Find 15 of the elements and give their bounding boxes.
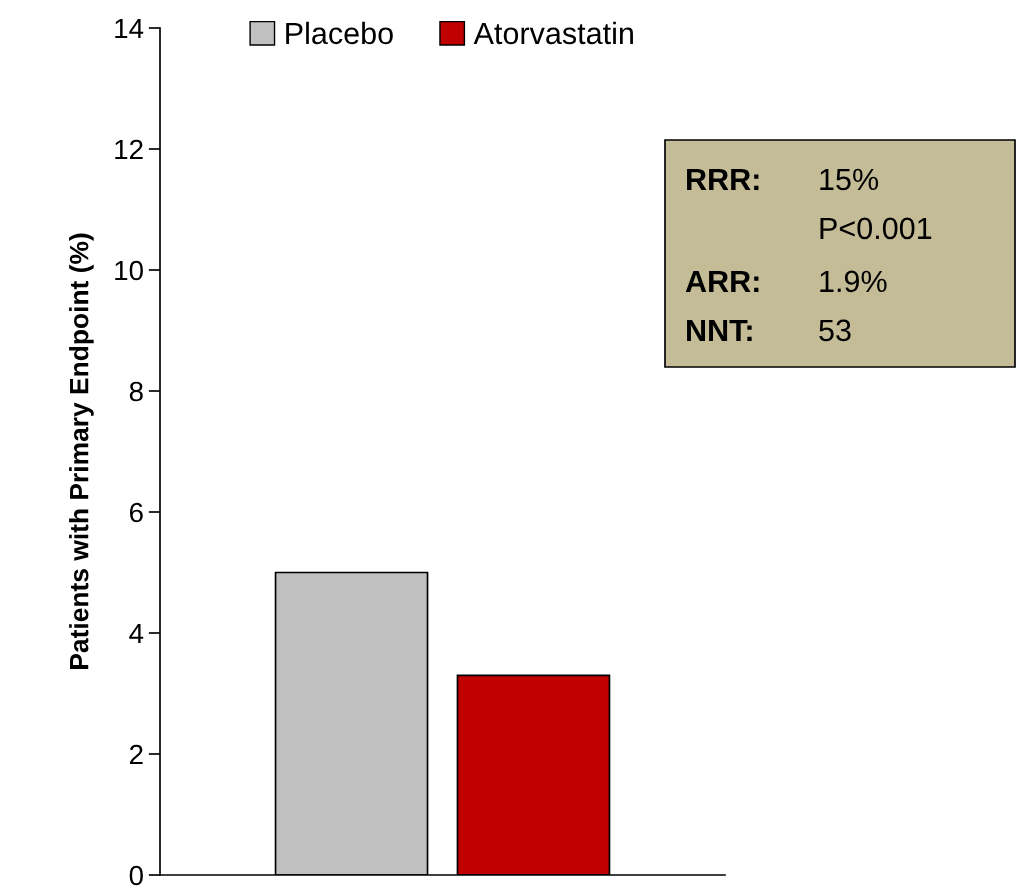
legend-label: Atorvastatin (473, 21, 633, 45)
y-tick-label: 4 (129, 623, 144, 644)
y-tick-label: 0 (129, 865, 143, 886)
text: RRR: 15% (687, 168, 879, 191)
text: P<0.001 (820, 217, 932, 240)
y-axis-title: Patients with Primary Endpoint (%) (69, 233, 94, 669)
text: NNT: 53 (687, 319, 851, 342)
legend-label: Placebo (286, 21, 393, 45)
y-tick-label: 14 (115, 18, 144, 39)
y-tick-label: 8 (129, 381, 143, 402)
y-tick-label: 12 (115, 139, 143, 160)
y-tick-label: 6 (129, 502, 143, 523)
y-tick-label: 10 (115, 260, 143, 281)
text: ARR: 1.9% (685, 270, 887, 293)
y-tick-label: 2 (129, 744, 143, 765)
